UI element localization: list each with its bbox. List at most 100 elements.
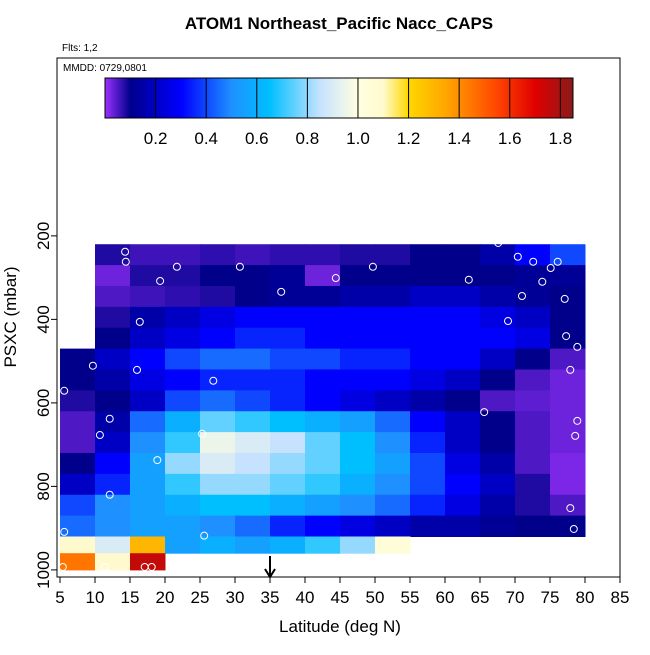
heat-cell bbox=[270, 244, 306, 266]
heat-cell bbox=[165, 494, 201, 517]
heat-cell bbox=[130, 348, 166, 370]
heat-cell bbox=[480, 411, 516, 433]
heat-cell bbox=[165, 390, 201, 412]
heat-cell bbox=[235, 411, 271, 433]
flight-point bbox=[573, 416, 582, 425]
colorbar-tick-label: 1.4 bbox=[447, 129, 471, 148]
flight-point bbox=[105, 414, 114, 423]
heat-cell bbox=[200, 244, 236, 266]
flight-point bbox=[198, 429, 207, 438]
heat-cell bbox=[305, 265, 341, 287]
heat-cell bbox=[305, 411, 341, 433]
heat-cell bbox=[95, 369, 131, 391]
heat-cell bbox=[480, 285, 516, 308]
heat-cell bbox=[235, 473, 271, 496]
heat-cell bbox=[480, 473, 516, 496]
heat-cell bbox=[480, 452, 516, 475]
heat-cell bbox=[165, 432, 201, 454]
heat-cell bbox=[340, 327, 376, 350]
heat-cell bbox=[200, 306, 236, 329]
x-tick-label: 75 bbox=[541, 588, 560, 607]
arrow-head bbox=[264, 568, 276, 579]
heat-cell bbox=[165, 306, 201, 329]
heat-cell bbox=[515, 265, 551, 287]
heat-cell bbox=[340, 390, 376, 412]
heat-cell bbox=[235, 494, 271, 517]
colorbar-tick-label: 0.6 bbox=[245, 129, 269, 148]
x-tick-label: 60 bbox=[436, 588, 455, 607]
heat-cell bbox=[305, 473, 341, 496]
heat-cell bbox=[95, 473, 131, 496]
heat-cell bbox=[95, 390, 131, 412]
heat-cell bbox=[200, 515, 236, 537]
heat-cell bbox=[235, 369, 271, 391]
colorbar-tick-label: 1.2 bbox=[397, 129, 421, 148]
y-tick-label: 200 bbox=[34, 222, 53, 250]
x-tick-label: 50 bbox=[366, 588, 385, 607]
heat-cell bbox=[305, 515, 341, 537]
heat-cell bbox=[95, 515, 131, 537]
heat-cell bbox=[60, 494, 96, 517]
heat-cell bbox=[130, 473, 166, 496]
colorbar-tick-label: 0.4 bbox=[194, 129, 218, 148]
heat-cell bbox=[165, 452, 201, 475]
heat-cell bbox=[340, 473, 376, 496]
heat-cell bbox=[235, 515, 271, 537]
heat-cell bbox=[445, 327, 481, 350]
heat-cell bbox=[550, 369, 586, 391]
heat-cell bbox=[340, 536, 376, 554]
heat-cell bbox=[60, 348, 96, 370]
heat-cell bbox=[340, 306, 376, 329]
heat-cell bbox=[130, 411, 166, 433]
heat-cell bbox=[235, 244, 271, 266]
x-tick-label: 55 bbox=[401, 588, 420, 607]
heat-cell bbox=[410, 411, 446, 433]
heat-cell bbox=[375, 306, 411, 329]
heat-cell bbox=[375, 265, 411, 287]
heat-cell bbox=[515, 411, 551, 433]
heat-cell bbox=[340, 285, 376, 308]
heat-cell bbox=[95, 244, 131, 266]
heat-cell bbox=[305, 452, 341, 475]
heat-cell bbox=[165, 265, 201, 287]
heat-cell bbox=[165, 348, 201, 370]
x-tick-label: 40 bbox=[296, 588, 315, 607]
heat-cell bbox=[480, 390, 516, 412]
heat-cell bbox=[340, 494, 376, 517]
heat-cell bbox=[515, 494, 551, 517]
heat-cell bbox=[340, 432, 376, 454]
heat-cell bbox=[235, 452, 271, 475]
heat-cell bbox=[480, 432, 516, 454]
heat-cell bbox=[270, 348, 306, 370]
heat-cell bbox=[200, 452, 236, 475]
heat-cell bbox=[375, 327, 411, 350]
heat-cell bbox=[95, 432, 131, 454]
flight-point bbox=[573, 342, 582, 351]
heat-cell bbox=[200, 327, 236, 350]
flight-point bbox=[368, 262, 377, 271]
heat-cell bbox=[410, 452, 446, 475]
x-tick-label: 10 bbox=[86, 588, 105, 607]
y-tick-label: 1000 bbox=[34, 551, 53, 589]
heat-cell bbox=[270, 432, 306, 454]
colorbar-tick-label: 1.8 bbox=[549, 129, 573, 148]
heat-cell bbox=[270, 390, 306, 412]
heat-cell bbox=[410, 390, 446, 412]
heat-cell bbox=[235, 536, 271, 554]
heat-cell bbox=[60, 452, 96, 475]
heat-cell bbox=[550, 390, 586, 412]
heat-cell bbox=[130, 536, 166, 554]
heat-cell bbox=[550, 265, 586, 287]
heat-cell bbox=[480, 265, 516, 287]
flight-point bbox=[235, 262, 244, 271]
heat-cell bbox=[410, 473, 446, 496]
heat-cell bbox=[480, 244, 516, 266]
heat-cell bbox=[200, 369, 236, 391]
heat-cell bbox=[95, 327, 131, 350]
heat-cell bbox=[375, 244, 411, 266]
flight-point bbox=[58, 562, 67, 571]
heat-cell bbox=[200, 432, 236, 454]
heat-cell bbox=[375, 536, 411, 554]
heat-cell bbox=[445, 265, 481, 287]
